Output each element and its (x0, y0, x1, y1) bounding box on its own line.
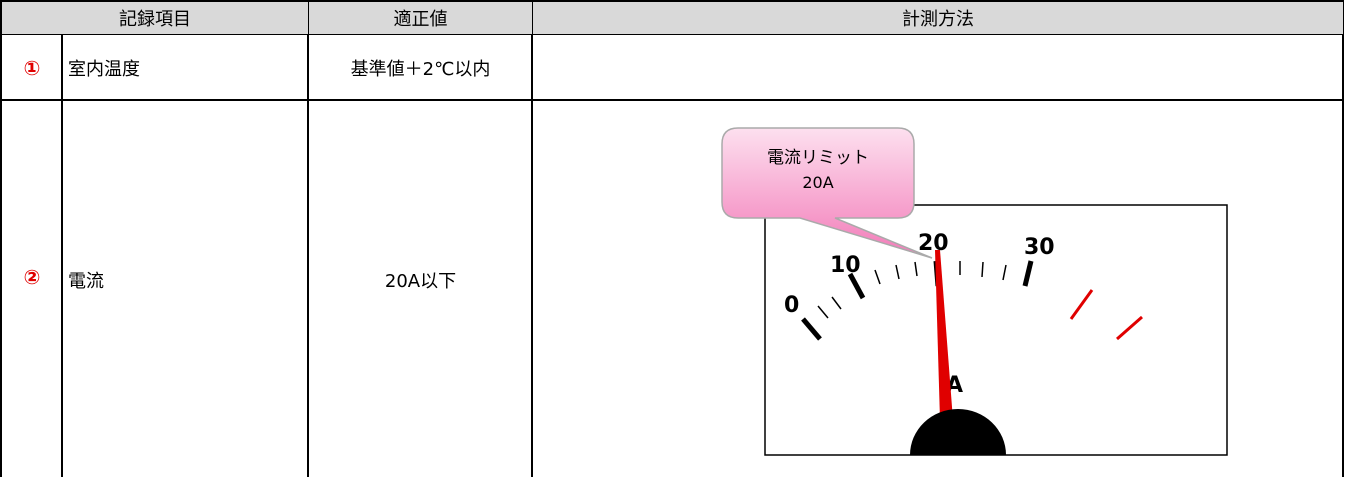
header-cell: 記録項目 (2, 2, 308, 34)
needle-pivot (910, 409, 1006, 455)
header-cell: 適正値 (309, 2, 532, 34)
item-cell: 室内温度 (68, 58, 140, 80)
needle (935, 250, 953, 420)
header-cell: 計測方法 (533, 2, 1343, 34)
scale-label: 0 (784, 293, 799, 318)
item-cell: 電流 (68, 271, 104, 292)
limit-marks (1069, 289, 1143, 341)
callout-text: 20A (802, 173, 833, 192)
gauge-face (764, 204, 1228, 456)
value-cell: 20A以下 (384, 271, 457, 292)
scale-label: 20 (918, 231, 949, 256)
callout (721, 127, 933, 259)
row-number: ② (23, 265, 41, 289)
minor-ticks (817, 261, 1007, 319)
row-number: ① (23, 55, 41, 80)
scale-label: 30 (1024, 235, 1055, 260)
callout-text: 電流リミット (767, 148, 869, 168)
value-cell: 基準値＋2℃以内 (350, 58, 491, 80)
scale-label: 10 (830, 253, 861, 278)
